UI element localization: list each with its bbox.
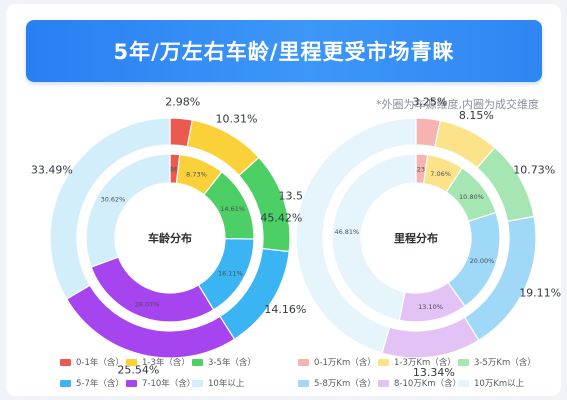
legend-item: 5-7年（含） <box>60 377 124 389</box>
inner-slice-label-3: 16.11% <box>218 269 243 277</box>
legend-label: 3-5万Km（含） <box>474 358 536 368</box>
legend-item: 1-3年（含） <box>126 356 190 368</box>
legend-label: 5-8万Km（含） <box>314 379 376 389</box>
legend-item: 1-3万Km（含） <box>378 356 456 368</box>
legend-swatch <box>378 358 389 366</box>
legend-item: 10万Km以上 <box>458 377 524 389</box>
legend-label: 0-1年（含） <box>76 358 124 368</box>
legend-swatch <box>192 358 203 366</box>
outer-slice-label-5: 33.49% <box>31 164 73 177</box>
legend-swatch <box>298 379 309 387</box>
legend-item: 8-10万Km（含） <box>378 377 461 389</box>
legend-item: 3-5年（含） <box>192 356 256 368</box>
donut-center <box>118 186 222 290</box>
legend-swatch <box>298 358 309 366</box>
legend-swatch <box>192 379 203 387</box>
title-banner: 5年/万左右车龄/里程更受市场青睐 <box>26 20 542 82</box>
legend-item: 0-1年（含） <box>60 356 124 368</box>
inner-slice-label-5: 30.62% <box>101 195 126 203</box>
outer-slice-label-3: 19.11% <box>519 286 561 299</box>
inner-slice-label-3: 20.00% <box>470 257 495 265</box>
page-title: 5年/万左右车龄/里程更受市场青睐 <box>113 40 455 64</box>
inner-slice-label-4: 28.07% <box>135 301 160 309</box>
legend-swatch <box>60 358 71 366</box>
legend-swatch <box>60 379 71 387</box>
outer-slice-label-4: 25.54% <box>117 363 159 376</box>
legend-item: 7-10年（含） <box>126 377 195 389</box>
legend-label: 0-1万Km（含） <box>314 358 376 368</box>
outer-slice-5 <box>49 117 171 300</box>
legend-swatch <box>126 358 137 366</box>
inner-slice-label-1: 8.73% <box>186 171 207 179</box>
inner-slice-label-4: 13.10% <box>418 303 443 311</box>
inner-slice-5 <box>331 153 417 322</box>
legend-label: 1-3万Km（含） <box>394 358 456 368</box>
outer-slice-label-3: 14.16% <box>264 303 306 316</box>
legend-item: 5-8万Km（含） <box>298 377 376 389</box>
legend-label: 10万Km以上 <box>474 379 525 389</box>
inner-slice-label-0: 1.86% <box>164 166 185 174</box>
outer-slice-label-0: 3.25% <box>412 96 447 109</box>
inner-slice-label-2: 14.61% <box>220 205 245 213</box>
donut-center-label: 车龄分布 <box>148 231 192 245</box>
outer-slice-label-1: 8.15% <box>459 109 494 122</box>
outer-slice-5 <box>295 117 417 354</box>
outer-slice-label-2: 10.73% <box>513 164 555 177</box>
legend-swatch <box>126 379 137 387</box>
donut-center-label: 里程分布 <box>394 231 438 245</box>
legend-swatch <box>378 379 389 387</box>
legend-label: 1-3年（含） <box>142 358 190 368</box>
legend-label: 5-7年（含） <box>76 379 124 389</box>
legend-swatch <box>458 379 469 387</box>
legend-swatch <box>458 358 469 366</box>
legend-item: 10年以上 <box>192 377 244 389</box>
inner-slice-label-0: 2.23% <box>411 166 432 174</box>
legend-item: 0-1万Km（含） <box>298 356 376 368</box>
donut-center <box>364 186 468 290</box>
legend-label: 7-10年（含） <box>142 379 196 389</box>
outer-slice-label-5: 45.42% <box>260 211 302 224</box>
legend-label: 3-5年（含） <box>208 358 256 368</box>
legend-label: 8-10万Km（含） <box>394 379 462 389</box>
legend-label: 10年以上 <box>208 379 245 389</box>
inner-slice-label-2: 10.80% <box>459 193 484 201</box>
inner-slice-label-1: 7.06% <box>430 170 451 178</box>
inner-slice-5 <box>85 153 171 268</box>
outer-slice-label-0: 2.98% <box>165 96 200 109</box>
chart-note: *外圈为车源维度,内圈为成交维度 <box>376 98 539 111</box>
outer-slice-label-1: 10.31% <box>216 112 258 125</box>
outer-slice-label-4: 13.34% <box>413 366 455 379</box>
inner-slice-label-5: 46.81% <box>334 228 359 236</box>
legend-item: 3-5万Km（含） <box>458 356 536 368</box>
